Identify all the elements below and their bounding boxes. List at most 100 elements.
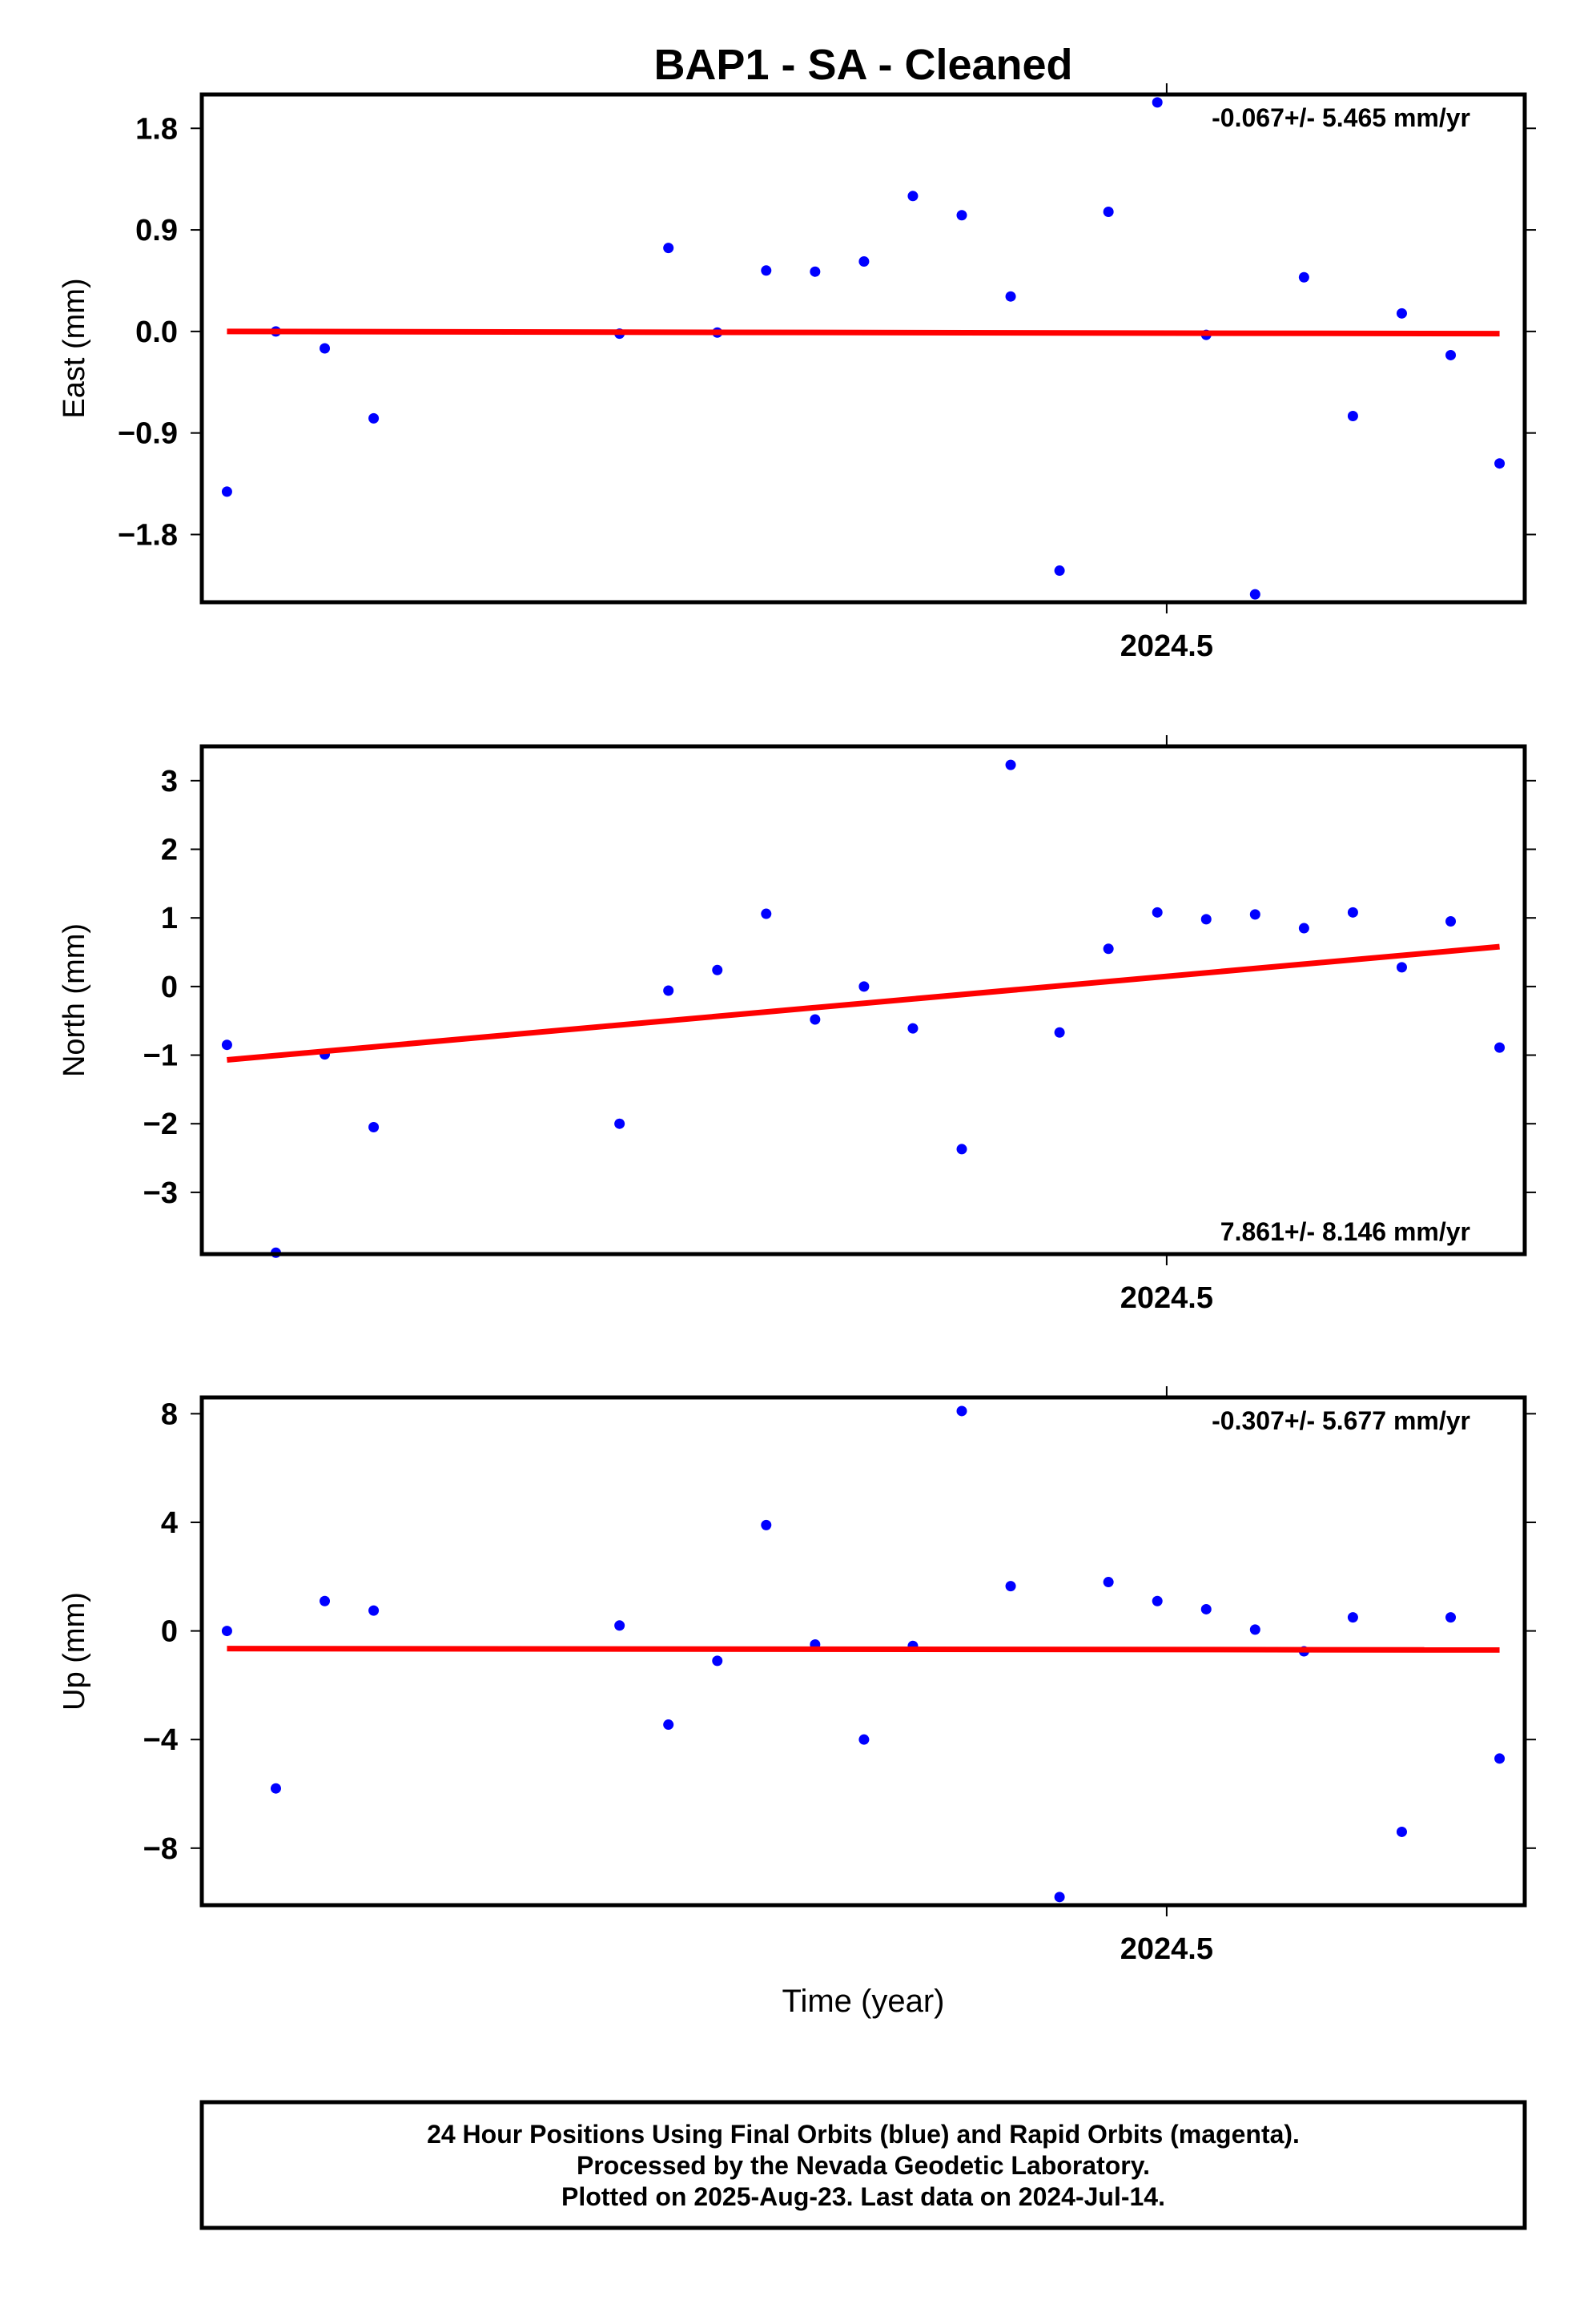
north-trend-line	[227, 943, 1500, 1063]
up-data-point	[956, 1405, 967, 1417]
up-xtick-label: 2024.5	[1120, 1932, 1213, 1966]
north-ytick-label: −1	[143, 1039, 178, 1073]
east-data-point	[1152, 97, 1163, 108]
east-data-point	[1445, 349, 1457, 360]
north-data-point	[712, 964, 723, 975]
east-data-point	[956, 210, 967, 221]
up-data-point	[320, 1595, 331, 1606]
north-data-point	[1249, 909, 1260, 920]
east-data-point	[1396, 308, 1407, 319]
up-data-point	[858, 1734, 870, 1745]
footer-frame	[199, 2100, 1527, 2230]
east-data-point	[221, 486, 232, 497]
north-data-point	[1054, 1027, 1065, 1038]
east-data-point	[368, 412, 380, 424]
east-ytick-label: −0.9	[118, 417, 178, 451]
east-data-point	[907, 191, 919, 202]
up-data-point	[761, 1519, 772, 1530]
north-data-point	[907, 1023, 919, 1034]
east-data-point	[1103, 207, 1114, 218]
footer-line-3: Plotted on 2025-Aug-23. Last data on 202…	[561, 2182, 1165, 2211]
up-plot-frame	[199, 1395, 1527, 1908]
north-ytick-label: 3	[161, 765, 178, 798]
north-rate-label: 7.861+/- 8.146 mm/yr	[1220, 1217, 1470, 1246]
east-xtick-label: 2024.5	[1120, 629, 1213, 663]
footer-line-2: Processed by the Nevada Geodetic Laborat…	[577, 2151, 1150, 2180]
east-data-point	[761, 265, 772, 276]
north-plot-frame	[199, 744, 1527, 1256]
north-data-point	[368, 1122, 380, 1132]
north-data-point	[1103, 943, 1114, 955]
up-data-point	[1347, 1612, 1358, 1623]
north-data-point	[221, 1039, 232, 1051]
east-data-point	[1494, 458, 1506, 469]
up-ytick-label: 0	[161, 1615, 178, 1649]
north-data-point	[858, 981, 870, 992]
east-ytick-label: −1.8	[118, 518, 178, 552]
up-data-point	[663, 1719, 674, 1731]
up-data-point	[1396, 1826, 1407, 1837]
panel-east: −1.8 −0.9 0.0 0.9 1.8 2024.5 East (mm) -0.067+/…	[58, 83, 1536, 663]
east-data-point	[1298, 271, 1309, 283]
north-ytick-label: 1	[161, 902, 178, 935]
up-rate-label: -0.307+/- 5.677 mm/yr	[1212, 1406, 1470, 1435]
north-data-point	[956, 1144, 967, 1155]
east-data-point	[663, 243, 674, 254]
north-data-point	[1396, 962, 1407, 973]
north-data-point	[1347, 907, 1358, 918]
east-ytick-label: 0.0	[135, 316, 178, 349]
north-ytick-label: −3	[143, 1176, 178, 1210]
north-data-point	[663, 985, 674, 996]
up-trend-line	[227, 1646, 1500, 1653]
north-data-point	[1445, 915, 1457, 927]
east-data-point	[1249, 589, 1260, 600]
up-data-point	[1494, 1753, 1506, 1764]
east-data-point	[858, 256, 870, 267]
up-ytick-label: 8	[161, 1397, 178, 1431]
up-data-point	[1152, 1595, 1163, 1606]
north-xtick-label: 2024.5	[1120, 1281, 1213, 1315]
up-data-point	[368, 1605, 380, 1616]
east-data-point	[810, 266, 821, 277]
up-ytick-label: −4	[143, 1723, 178, 1757]
up-y-axis-label: Up (mm)	[58, 1592, 91, 1711]
east-plot-frame	[199, 92, 1527, 605]
up-data-point	[1103, 1577, 1114, 1588]
panel-up: −8 −4 0 4 8 2024.5 Up (mm) -0.307+/- 5.677 mm/y…	[58, 1386, 1536, 1966]
east-rate-label: -0.067+/- 5.465 mm/yr	[1212, 103, 1470, 132]
footer-line-1: 24 Hour Positions Using Final Orbits (bl…	[427, 2120, 1300, 2149]
north-data-point	[1005, 759, 1016, 770]
east-ytick-label: 1.8	[135, 112, 178, 146]
up-data-point	[712, 1655, 723, 1667]
north-data-point	[1494, 1042, 1506, 1053]
up-data-point	[1445, 1612, 1457, 1623]
up-data-point	[270, 1783, 281, 1794]
east-data-point	[1005, 291, 1016, 302]
north-data-point	[1200, 914, 1212, 925]
chart-title: BAP1 - SA - Cleaned	[653, 41, 1072, 89]
x-axis-label: Time (year)	[782, 1984, 945, 2019]
east-trend-line	[227, 328, 1500, 337]
north-data-point	[810, 1014, 821, 1025]
up-data-point	[221, 1626, 232, 1637]
up-ytick-label: 4	[161, 1506, 178, 1540]
north-data-point	[761, 908, 772, 919]
up-data-point	[1249, 1624, 1260, 1635]
up-data-point	[1200, 1603, 1212, 1614]
north-y-axis-label: North (mm)	[58, 923, 91, 1077]
north-data-point	[1152, 907, 1163, 918]
up-data-point	[614, 1620, 625, 1631]
footer-box: 24 Hour Positions Using Final Orbits (bl…	[199, 2100, 1527, 2230]
up-ytick-label: −8	[143, 1832, 178, 1866]
north-data-point	[1298, 923, 1309, 934]
north-ytick-label: 0	[161, 971, 178, 1004]
east-data-point	[320, 343, 331, 354]
panel-north: −3 −2 −1 0 1 2 3 2024.5 North (mm) 7.861+/- 8.146…	[58, 735, 1536, 1315]
east-data-point	[1054, 565, 1065, 577]
east-ytick-label: 0.9	[135, 214, 178, 247]
east-data-point	[1347, 411, 1358, 422]
east-y-axis-label: East (mm)	[58, 278, 91, 418]
up-data-point	[1005, 1581, 1016, 1592]
north-ytick-label: 2	[161, 834, 178, 867]
